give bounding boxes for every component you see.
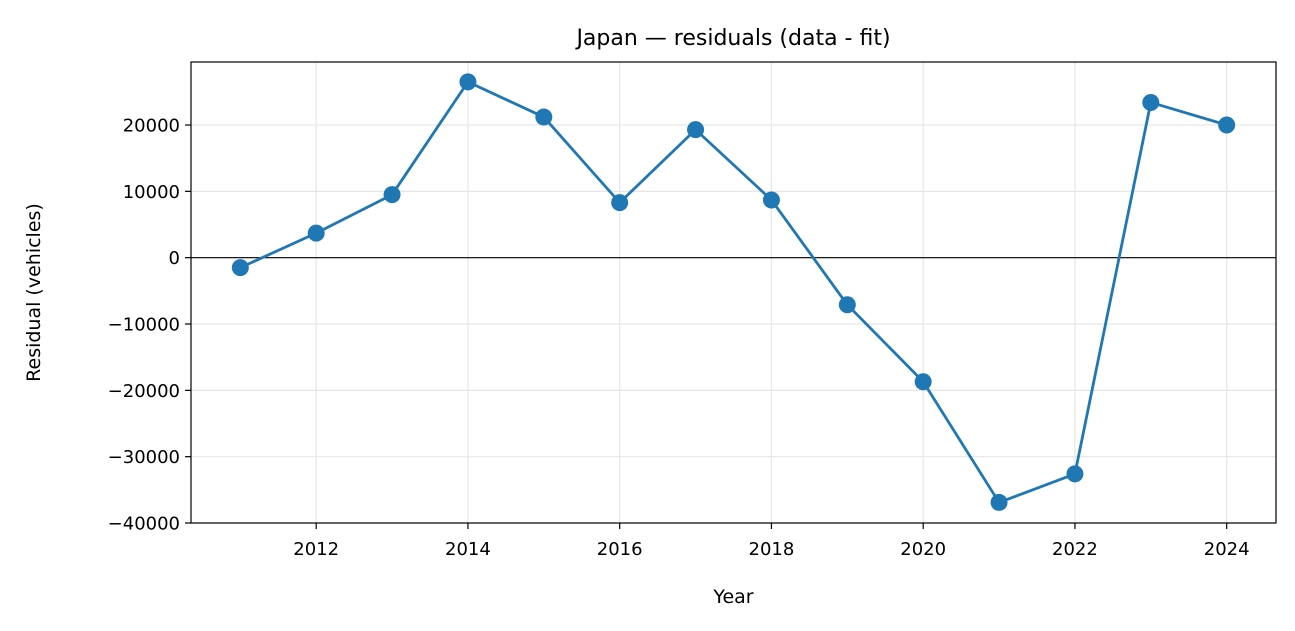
y-tick-label: −10000 [108,315,180,336]
series-line [239,80,1228,504]
data-point [459,73,477,91]
y-tick-label: −40000 [108,514,180,535]
data-point [383,186,401,204]
x-axis-label: Year [712,586,753,608]
y-tick-label: −20000 [108,381,180,402]
data-point [307,224,325,242]
series-group [231,73,1236,511]
y-axis-label: Residual (vehicles) [23,203,45,382]
x-tick-label: 2020 [900,539,946,560]
x-tick-label: 2014 [445,539,491,560]
y-tick-label: 0 [169,248,180,269]
chart-title: Japan — residuals (data - fit) [574,26,890,51]
x-tick-label: 2022 [1052,539,1098,560]
data-point [914,373,932,391]
x-tick-label: 2016 [597,539,643,560]
data-point [838,296,856,314]
y-tick-label: 10000 [123,182,180,203]
data-point [231,259,249,277]
x-axis: 2012 2014 2016 2018 2020 2022 2024 [293,523,1250,560]
y-axis: −40000 −30000 −20000 −10000 0 10000 20000 [108,116,191,535]
x-tick-label: 2018 [749,539,795,560]
plot-frame [190,61,1277,524]
data-point [687,121,705,139]
data-point [1218,116,1236,134]
data-point [762,191,780,209]
x-tick-label: 2024 [1204,539,1250,560]
x-tick-label: 2012 [293,539,339,560]
y-tick-label: −30000 [108,447,180,468]
data-point [611,194,629,212]
data-point [1142,93,1160,111]
data-point [535,108,553,126]
data-point [990,493,1008,511]
data-point [1066,465,1084,483]
y-tick-label: 20000 [123,116,180,137]
